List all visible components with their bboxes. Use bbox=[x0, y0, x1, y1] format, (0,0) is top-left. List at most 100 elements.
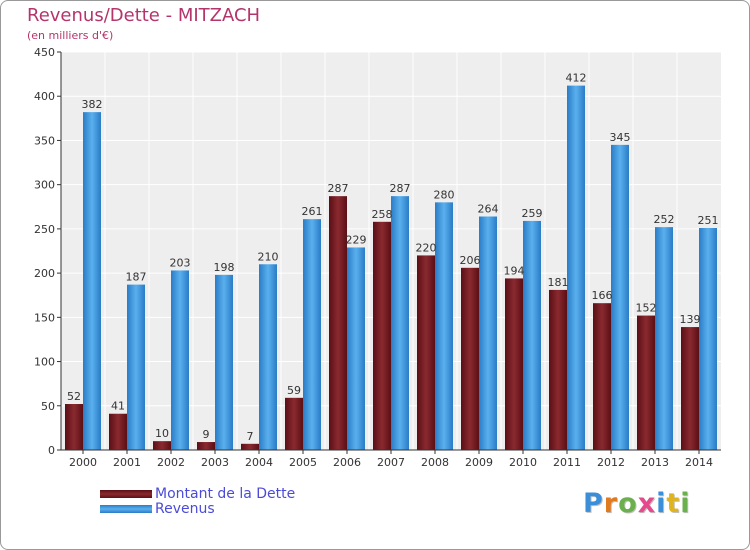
bar-revenue-2009 bbox=[479, 216, 497, 450]
data-label-debt-2014: 139 bbox=[680, 313, 701, 326]
logo-letter: r bbox=[603, 488, 619, 519]
x-tick-label: 2001 bbox=[113, 456, 141, 469]
x-tick-label: 2006 bbox=[333, 456, 361, 469]
data-label-debt-2004: 7 bbox=[247, 430, 254, 443]
y-tick-label: 250 bbox=[34, 223, 55, 236]
data-label-debt-2000: 52 bbox=[67, 390, 81, 403]
data-label-revenue-2001: 187 bbox=[126, 271, 147, 284]
data-label-revenue-2005: 261 bbox=[302, 205, 323, 218]
x-tick-label: 2004 bbox=[245, 456, 273, 469]
x-tick-label: 2013 bbox=[641, 456, 669, 469]
data-label-debt-2012: 166 bbox=[592, 289, 613, 302]
data-label-debt-2001: 41 bbox=[111, 400, 125, 413]
x-tick-label: 2011 bbox=[553, 456, 581, 469]
bars bbox=[65, 85, 717, 451]
data-label-revenue-2004: 210 bbox=[258, 250, 279, 263]
legend-swatch-revenue bbox=[100, 505, 152, 513]
x-tick-label: 2008 bbox=[421, 456, 449, 469]
bar-revenue-2006 bbox=[347, 247, 365, 450]
data-label-debt-2003: 9 bbox=[203, 428, 210, 441]
bar-debt-2006 bbox=[329, 196, 347, 450]
y-tick-label: 450 bbox=[34, 46, 55, 59]
data-label-revenue-2009: 264 bbox=[478, 203, 499, 216]
logo-letter: P bbox=[583, 488, 604, 519]
data-label-debt-2007: 258 bbox=[372, 208, 393, 221]
bar-revenue-2005 bbox=[303, 219, 321, 450]
data-label-revenue-2003: 198 bbox=[214, 261, 235, 274]
y-tick-label: 350 bbox=[34, 134, 55, 147]
legend-label-debt: Montant de la Dette bbox=[155, 486, 296, 502]
logo-letter: t bbox=[666, 488, 681, 519]
bar-revenue-2002 bbox=[171, 270, 189, 450]
data-label-debt-2008: 220 bbox=[416, 241, 437, 254]
bar-debt-2003 bbox=[197, 442, 215, 450]
bar-debt-2012 bbox=[593, 303, 611, 450]
bar-debt-2013 bbox=[637, 315, 655, 450]
legend-swatch-debt bbox=[100, 490, 152, 498]
y-tick-label: 50 bbox=[41, 400, 55, 413]
bar-revenue-2014 bbox=[699, 228, 717, 450]
bar-revenue-2007 bbox=[391, 196, 409, 450]
bar-debt-2007 bbox=[373, 221, 391, 450]
bar-debt-2011 bbox=[549, 289, 567, 450]
bar-debt-2004 bbox=[241, 443, 259, 450]
data-label-debt-2006: 287 bbox=[328, 182, 349, 195]
bar-debt-2009 bbox=[461, 267, 479, 450]
data-label-debt-2009: 206 bbox=[460, 254, 481, 267]
data-label-revenue-2010: 259 bbox=[522, 207, 543, 220]
bar-revenue-2004 bbox=[259, 264, 277, 450]
bar-revenue-2003 bbox=[215, 274, 233, 450]
bar-revenue-2010 bbox=[523, 220, 541, 450]
bar-revenue-2001 bbox=[127, 284, 145, 450]
data-label-revenue-2012: 345 bbox=[610, 131, 631, 144]
logo-letter: i bbox=[680, 488, 691, 519]
logo-letter: o bbox=[618, 488, 638, 519]
y-tick-label: 400 bbox=[34, 90, 55, 103]
y-tick-label: 300 bbox=[34, 179, 55, 192]
x-tick-label: 2014 bbox=[685, 456, 713, 469]
axes: 0 50 100 150 200 250 300 350 400 450 2000 2001 2002 2… bbox=[34, 46, 721, 469]
x-tick-label: 2009 bbox=[465, 456, 493, 469]
data-label-debt-2005: 59 bbox=[287, 384, 301, 397]
data-label-revenue-2000: 382 bbox=[82, 98, 103, 111]
bar-revenue-2012 bbox=[611, 144, 629, 450]
x-tick-label: 2012 bbox=[597, 456, 625, 469]
y-tick-label: 0 bbox=[48, 444, 55, 457]
data-label-revenue-2014: 251 bbox=[698, 214, 719, 227]
data-label-revenue-2006: 229 bbox=[346, 233, 367, 246]
data-label-debt-2013: 152 bbox=[636, 302, 657, 315]
x-tick-label: 2005 bbox=[289, 456, 317, 469]
y-tick-label: 150 bbox=[34, 311, 55, 324]
chart-subtitle: (en milliers d'€) bbox=[27, 29, 114, 42]
bar-revenue-2011 bbox=[567, 85, 585, 450]
logo-letter: i bbox=[656, 488, 667, 519]
bar-debt-2014 bbox=[681, 327, 699, 450]
x-tick-label: 2010 bbox=[509, 456, 537, 469]
x-tick-label: 2003 bbox=[201, 456, 229, 469]
data-label-revenue-2008: 280 bbox=[434, 188, 455, 201]
data-label-debt-2010: 194 bbox=[504, 264, 525, 277]
bar-debt-2002 bbox=[153, 441, 171, 450]
bar-debt-2000 bbox=[65, 404, 83, 450]
data-label-revenue-2013: 252 bbox=[654, 213, 675, 226]
bar-debt-2010 bbox=[505, 278, 523, 450]
x-tick-label: 2007 bbox=[377, 456, 405, 469]
data-label-revenue-2007: 287 bbox=[390, 182, 411, 195]
data-labels: 52 382 41 187 10 203 9 198 7 210 59 261 287 229 258 287… bbox=[67, 72, 719, 443]
bar-debt-2001 bbox=[109, 413, 127, 450]
x-tick-label: 2000 bbox=[69, 456, 97, 469]
data-label-debt-2011: 181 bbox=[548, 276, 569, 289]
logo-letter: x bbox=[637, 488, 657, 519]
bar-revenue-2008 bbox=[435, 202, 453, 450]
y-tick-label: 100 bbox=[34, 356, 55, 369]
proxiti-logo: Proxiti bbox=[583, 488, 691, 519]
data-label-revenue-2002: 203 bbox=[170, 256, 191, 269]
legend-label-revenue: Revenus bbox=[155, 501, 215, 517]
bar-revenue-2013 bbox=[655, 227, 673, 450]
bar-revenue-2000 bbox=[83, 112, 101, 451]
y-tick-label: 200 bbox=[34, 267, 55, 280]
x-tick-label: 2002 bbox=[157, 456, 185, 469]
bar-debt-2005 bbox=[285, 397, 303, 450]
bar-debt-2008 bbox=[417, 255, 435, 450]
